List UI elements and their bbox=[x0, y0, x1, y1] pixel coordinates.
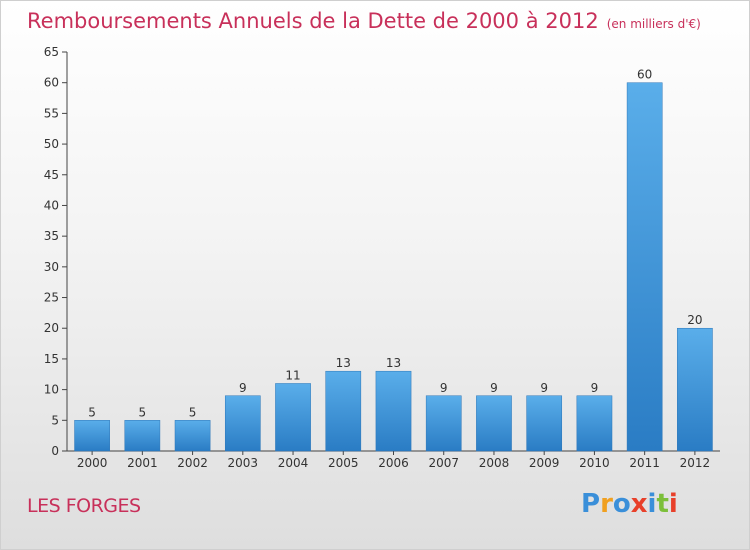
data-label: 13 bbox=[336, 356, 351, 370]
logo-letter: x bbox=[630, 489, 648, 519]
bar bbox=[526, 395, 563, 452]
y-tick-label: 5 bbox=[51, 413, 59, 427]
chart-bars bbox=[74, 82, 713, 452]
x-tick-label: 2008 bbox=[479, 456, 510, 470]
x-tick-label: 2000 bbox=[77, 456, 108, 470]
data-label: 11 bbox=[285, 368, 300, 382]
y-tick-label: 0 bbox=[51, 444, 59, 458]
data-label: 5 bbox=[88, 405, 96, 419]
x-tick-label: 2003 bbox=[228, 456, 259, 470]
y-tick-label: 20 bbox=[44, 321, 59, 335]
data-label: 5 bbox=[189, 405, 197, 419]
bar bbox=[74, 420, 110, 452]
y-tick-label: 65 bbox=[44, 45, 59, 59]
chart-title-text: Remboursements Annuels de la Dette de 20… bbox=[27, 9, 599, 33]
bar bbox=[124, 420, 161, 452]
chart-title: Remboursements Annuels de la Dette de 20… bbox=[27, 9, 701, 33]
bar bbox=[677, 327, 713, 452]
x-tick-label: 2001 bbox=[127, 456, 158, 470]
bar bbox=[375, 370, 412, 452]
bar bbox=[626, 82, 663, 452]
data-label: 5 bbox=[139, 405, 147, 419]
commune-name: LES FORGES bbox=[27, 495, 141, 517]
logo-letter: t bbox=[656, 489, 669, 519]
x-tick-label: 2002 bbox=[177, 456, 208, 470]
y-tick-label: 40 bbox=[44, 198, 59, 212]
x-tick-label: 2012 bbox=[680, 456, 711, 470]
bar bbox=[325, 370, 362, 452]
bar bbox=[576, 395, 613, 452]
data-label: 20 bbox=[687, 313, 702, 327]
data-label: 9 bbox=[239, 381, 247, 395]
logo-letter: i bbox=[668, 489, 678, 519]
y-tick-label: 30 bbox=[44, 260, 59, 274]
x-tick-label: 2007 bbox=[428, 456, 459, 470]
bar bbox=[174, 420, 211, 452]
bar bbox=[425, 395, 462, 452]
x-tick-label: 2005 bbox=[328, 456, 359, 470]
x-tick-label: 2004 bbox=[278, 456, 309, 470]
data-label: 9 bbox=[490, 381, 498, 395]
x-tick-label: 2010 bbox=[579, 456, 610, 470]
data-label: 60 bbox=[637, 68, 652, 82]
y-tick-label: 25 bbox=[44, 291, 59, 305]
data-label: 9 bbox=[591, 381, 599, 395]
logo-letter: r bbox=[600, 489, 613, 519]
x-tick-label: 2009 bbox=[529, 456, 560, 470]
logo-letter: i bbox=[647, 489, 657, 519]
x-tick-label: 2011 bbox=[629, 456, 660, 470]
logo-letter: o bbox=[612, 489, 631, 519]
bar bbox=[224, 395, 261, 452]
bar bbox=[476, 395, 512, 452]
data-label: 9 bbox=[540, 381, 548, 395]
y-tick-label: 60 bbox=[44, 76, 59, 90]
logo-letter: P bbox=[581, 489, 601, 519]
y-tick-label: 55 bbox=[44, 106, 59, 120]
chart-subtitle: (en milliers d'€) bbox=[606, 17, 701, 31]
data-label: 13 bbox=[386, 356, 401, 370]
y-tick-label: 35 bbox=[44, 229, 59, 243]
y-tick-label: 15 bbox=[44, 352, 59, 366]
y-tick-label: 45 bbox=[44, 168, 59, 182]
chart-labels: 5 2000 5 2001 5 2002 9 2003 11 2004 13 2005 13 2006 9 2… bbox=[77, 68, 710, 470]
y-tick-label: 10 bbox=[44, 383, 59, 397]
data-label: 9 bbox=[440, 381, 448, 395]
proxiti-logo[interactable]: Proxiti bbox=[581, 489, 678, 519]
bar bbox=[275, 383, 311, 452]
x-tick-label: 2006 bbox=[378, 456, 409, 470]
y-tick-label: 50 bbox=[44, 137, 59, 151]
